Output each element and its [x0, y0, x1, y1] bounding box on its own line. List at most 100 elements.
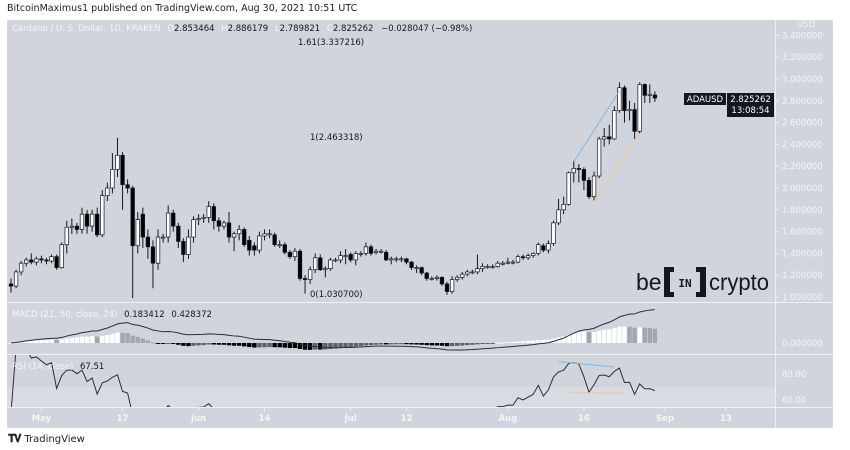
time-tick-label: May [32, 414, 52, 424]
time-tick-label: 12 [401, 414, 413, 424]
macd-histogram-bar [439, 343, 445, 346]
candle [475, 254, 480, 275]
candle-body [110, 169, 115, 189]
candle-body [455, 277, 460, 280]
price-tick-label: 1.200000 [782, 271, 823, 281]
candle-body [353, 253, 358, 261]
candle-body [166, 212, 171, 238]
candle [449, 276, 455, 294]
candle [622, 85, 627, 123]
candle-body [211, 206, 216, 222]
rsi-axis-label-60: 60.00 [782, 396, 806, 406]
rsi-value: 67.51 [80, 362, 104, 372]
footer-brand[interactable]: TradingView [24, 433, 85, 445]
price-tick-label: 3.200000 [782, 53, 823, 63]
candle [120, 152, 125, 210]
trendlines [573, 90, 641, 202]
candle [485, 264, 490, 269]
candle-body [69, 225, 74, 228]
candle-body [556, 209, 561, 224]
blue-trendline[interactable] [573, 90, 620, 163]
macd-histogram-bar [165, 343, 171, 344]
macd-histogram-bar [591, 331, 597, 343]
candle-body [399, 258, 404, 261]
macd-histogram-bar [373, 343, 379, 345]
macd-histogram-bar [647, 328, 653, 343]
macd-histogram-bar [525, 340, 531, 343]
fib-level-161: 1.61(3.337216) [298, 38, 364, 48]
candle-body [642, 84, 647, 96]
candle [95, 207, 100, 238]
candle [384, 250, 389, 262]
orange-trendline[interactable] [593, 133, 641, 202]
candle-body [34, 258, 39, 263]
candle-body [39, 258, 44, 261]
candle [140, 207, 145, 248]
candle-body [231, 233, 237, 238]
fib-level-1: 1(2.463318) [310, 133, 363, 143]
price-tick-label: 3.400000 [782, 31, 823, 41]
candle [166, 205, 171, 243]
candle [105, 182, 110, 202]
candle [297, 249, 303, 281]
candle-body [485, 266, 490, 268]
candle [591, 171, 597, 202]
candle [8, 278, 14, 293]
high-label: H [221, 24, 227, 34]
macd-histogram-bar [378, 343, 384, 345]
macd-histogram-bar [627, 326, 632, 343]
macd-histogram-bar [348, 343, 353, 348]
macd-histogram-bar [292, 343, 298, 349]
candle [84, 209, 90, 234]
macd-histogram-bar [449, 343, 455, 347]
candle [181, 238, 186, 263]
candle-body [378, 250, 384, 253]
candle-body [617, 87, 622, 111]
candle-body [160, 236, 166, 239]
currency-label: USD [797, 20, 816, 30]
price-axis[interactable]: 3.400000 3.200000 3.000000 2.800000 2.600000… [775, 31, 823, 303]
candle-body [242, 229, 247, 246]
candle [221, 220, 227, 230]
candle [89, 209, 95, 232]
macd-histogram-bar [612, 328, 617, 343]
candle-body [596, 138, 602, 177]
rsi-blue-trendline[interactable] [558, 361, 615, 368]
candle-body [647, 93, 652, 96]
rsi-axis-label-80: 80.00 [782, 370, 806, 380]
candle-body [302, 278, 308, 280]
macd-histogram-bar [399, 343, 404, 345]
candle-body [475, 268, 480, 273]
candle-body [120, 154, 125, 186]
open-label: O [167, 24, 174, 34]
candle-body [500, 262, 505, 265]
candle [602, 128, 607, 147]
candle-body [59, 244, 64, 268]
candle [186, 229, 191, 259]
candle [242, 227, 247, 247]
candle-body [292, 250, 298, 258]
candle-body [237, 229, 242, 235]
candle [79, 207, 85, 234]
candle [409, 261, 414, 270]
candle-body [79, 213, 85, 230]
candles [8, 82, 658, 299]
candle [378, 249, 384, 254]
candle [536, 242, 541, 256]
candle [54, 254, 59, 270]
candle-body [196, 218, 201, 220]
macd-histogram-bar [160, 343, 166, 344]
macd-histogram-bar [434, 343, 440, 346]
candle [520, 254, 526, 260]
rsi-line [10, 355, 656, 407]
time-tick-label: Aug [499, 414, 518, 424]
time-axis[interactable]: May 17 Jun 14 Jul 12 Aug 16 Sep 13 [32, 408, 732, 424]
macd-histogram-bar [105, 334, 110, 343]
macd-histogram-bar [282, 343, 287, 348]
logo-be: be [636, 269, 662, 295]
time-tick-label: 16 [578, 414, 590, 424]
candle [348, 252, 353, 263]
macd-histogram-bar [424, 343, 429, 346]
candle [495, 261, 500, 268]
